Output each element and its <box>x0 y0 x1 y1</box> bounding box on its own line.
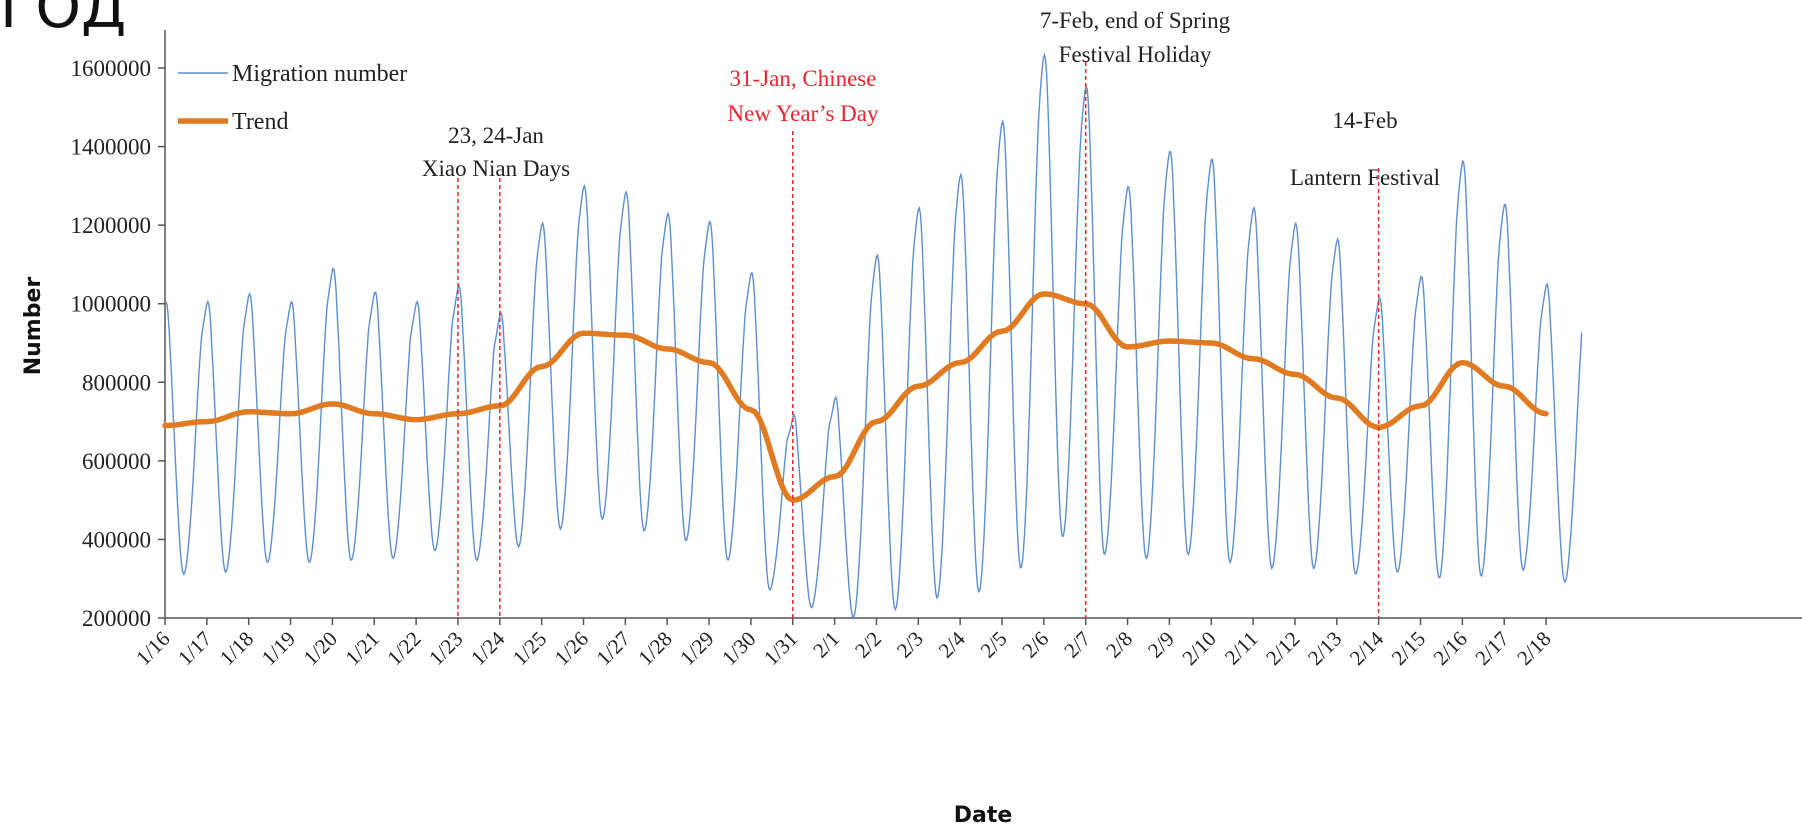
x-tick-label: 1/30 <box>717 627 760 670</box>
annotation-text: 23, 24-Jan <box>448 123 544 148</box>
annotation-text: 7-Feb, end of Spring <box>1040 8 1231 33</box>
annotation-text: New Year’s Day <box>728 101 879 126</box>
x-tick-label: 2/8 <box>1101 627 1137 663</box>
y-tick-label: 1600000 <box>71 56 152 81</box>
x-tick-label: 1/29 <box>675 627 718 670</box>
x-tick-label: 2/2 <box>850 627 886 663</box>
x-tick-label: 1/17 <box>173 627 216 670</box>
annotation-text: 31-Jan, Chinese <box>730 66 877 91</box>
x-tick-label: 1/19 <box>257 627 300 670</box>
x-tick-label: 2/5 <box>976 627 1012 663</box>
x-tick-label: 2/12 <box>1261 627 1304 670</box>
corner-text: ГОД <box>0 0 127 41</box>
x-tick-label: 1/21 <box>340 627 383 670</box>
x-tick-label: 2/7 <box>1059 627 1095 663</box>
y-tick-label: 400000 <box>82 527 151 552</box>
y-tick-label: 1000000 <box>71 292 152 317</box>
x-tick-label: 1/20 <box>299 627 342 670</box>
x-tick-label: 2/1 <box>808 627 844 663</box>
x-tick-label: 1/23 <box>424 627 467 670</box>
x-tick-label: 2/6 <box>1017 627 1053 663</box>
x-tick-label: 1/18 <box>215 627 258 670</box>
x-tick-label: 1/28 <box>633 627 676 670</box>
x-tick-label: 2/18 <box>1512 627 1555 670</box>
x-tick-label: 2/16 <box>1429 627 1472 670</box>
x-tick-label: 1/16 <box>131 627 174 670</box>
x-axis-title: Date <box>954 803 1013 828</box>
annotation-text: Festival Holiday <box>1059 42 1212 67</box>
x-tick-label: 2/10 <box>1177 627 1220 670</box>
x-tick-label: 2/14 <box>1345 626 1389 670</box>
x-tick-label: 2/4 <box>934 626 970 662</box>
annotation-text: Xiao Nian Days <box>422 156 570 181</box>
y-tick-label: 600000 <box>82 449 151 474</box>
x-tick-label: 1/25 <box>508 627 551 670</box>
annotation-text: Lantern Festival <box>1290 165 1440 190</box>
x-tick-label: 1/27 <box>592 627 635 670</box>
x-tick-label: 1/22 <box>382 627 425 670</box>
x-tick-label: 2/11 <box>1220 627 1263 670</box>
x-tick-label: 2/17 <box>1470 627 1513 670</box>
y-tick-label: 200000 <box>82 606 151 631</box>
legend-trend-label: Trend <box>232 109 288 135</box>
series-migration-number-line <box>165 52 1583 619</box>
y-tick-label: 800000 <box>82 370 151 395</box>
x-tick-label: 1/31 <box>759 627 802 670</box>
x-tick-label: 2/13 <box>1303 627 1346 670</box>
y-axis-title: Number <box>21 277 46 376</box>
x-tick-label: 2/9 <box>1143 627 1179 663</box>
x-tick-label: 1/24 <box>466 626 510 670</box>
x-tick-label: 2/15 <box>1387 627 1430 670</box>
y-tick-label: 1200000 <box>71 213 152 238</box>
series-trend-line <box>162 291 1549 503</box>
x-tick-label: 2/3 <box>892 627 928 663</box>
legend-migration-label: Migration number <box>232 61 407 87</box>
annotation-text: 14-Feb <box>1332 108 1397 133</box>
x-tick-label: 1/26 <box>550 627 593 670</box>
y-tick-label: 1400000 <box>71 135 152 160</box>
